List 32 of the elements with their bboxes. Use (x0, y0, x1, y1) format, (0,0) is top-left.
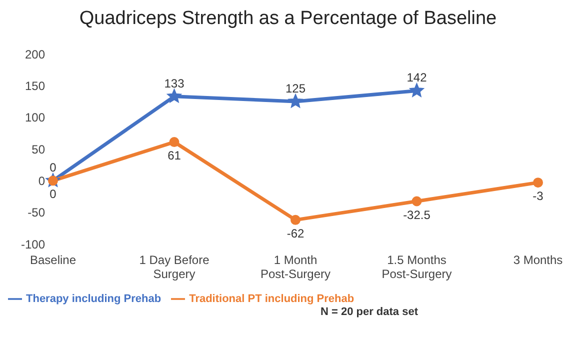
data-label: -32.5 (403, 208, 431, 222)
x-tick-label: 3 Months (513, 253, 563, 267)
point (533, 178, 543, 188)
x-tick-label: 1 Day Before Surgery (139, 253, 210, 281)
y-tick-label: -100 (20, 237, 46, 252)
point (410, 83, 424, 97)
point (167, 88, 182, 103)
data-label: 61 (168, 148, 182, 163)
y-tick-label: 200 (24, 47, 46, 62)
data-label: 142 (406, 70, 428, 85)
data-label: 0 (50, 160, 57, 175)
point (288, 94, 303, 108)
y-tick-label: 50 (32, 142, 46, 156)
y-tick-label: 0 (38, 174, 46, 188)
data-label: 125 (285, 82, 306, 96)
x-tick-label: 1.5 Months Post-Surgery (382, 253, 452, 281)
legend-label: Traditional PT including Prehab (189, 292, 354, 305)
point (169, 137, 180, 148)
data-label: 0 (50, 187, 57, 202)
y-tick-label: -50 (28, 206, 46, 220)
point (290, 214, 300, 225)
x-tick-label: Baseline (30, 253, 76, 267)
data-label: -62 (286, 226, 304, 240)
point (412, 196, 422, 206)
x-tick-label: 1 Month Post-Surgery (260, 253, 331, 281)
data-label: 133 (164, 76, 185, 90)
y-tick-label: 100 (24, 110, 46, 125)
chart-title: Quadriceps Strength as a Percentage of Baseline (78, 8, 498, 30)
text: N = 20 per data set (319, 306, 419, 318)
legend-label: Therapy including Prehab (26, 292, 162, 305)
y-tick-label: 150 (24, 78, 46, 93)
data-label: -3 (532, 189, 544, 204)
